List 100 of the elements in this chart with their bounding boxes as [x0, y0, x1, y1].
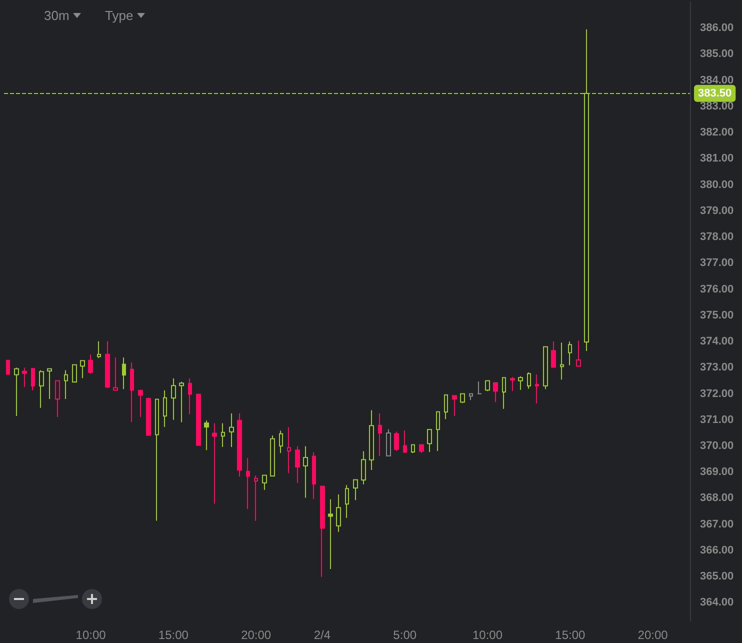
- y-tick-label: 374.00: [700, 336, 734, 348]
- candlestick: [188, 378, 192, 415]
- candlestick: [204, 420, 209, 451]
- y-tick-label: 372.00: [700, 388, 734, 400]
- candlestick: [254, 475, 258, 522]
- candlestick: [113, 356, 118, 391]
- y-tick-label: 366.00: [700, 544, 734, 556]
- candlestick: [64, 370, 68, 400]
- candlestick: [287, 426, 291, 474]
- y-tick-label: 383.00: [700, 100, 734, 112]
- candlestick: [345, 484, 349, 518]
- candlestick: [130, 362, 134, 422]
- candlestick: [229, 412, 234, 448]
- candlestick: [246, 458, 250, 510]
- candlestick: [411, 444, 415, 454]
- x-tick-label: 2/4: [314, 628, 331, 642]
- candlestick: [55, 380, 60, 418]
- candlestick: [510, 376, 515, 392]
- candlestick: [295, 446, 300, 484]
- candlestick: [369, 410, 374, 471]
- y-tick-label: 378.00: [700, 231, 734, 244]
- candlestick: [14, 367, 19, 416]
- candlestick: [163, 390, 167, 428]
- candlestick: [72, 364, 77, 383]
- y-tick-label: 365.00: [700, 570, 734, 583]
- candlestick: [568, 341, 572, 366]
- candlestick: [485, 380, 490, 392]
- y-tick-label: 379.00: [700, 204, 734, 217]
- ref-line-label: 383.50: [698, 87, 732, 100]
- candlestick: [469, 393, 473, 401]
- y-tick-label: 370.00: [700, 440, 734, 452]
- candlestick: [477, 380, 482, 394]
- candlestick: [518, 376, 523, 390]
- candlestick: [403, 430, 407, 454]
- x-tick-label: 10:00: [472, 628, 503, 642]
- y-tick-label: 371.00: [700, 414, 734, 426]
- candlestick: [419, 444, 424, 454]
- candlestick: [270, 435, 275, 477]
- candlestick: [336, 494, 341, 532]
- y-tick-label: 369.00: [700, 466, 734, 478]
- candlestick: [312, 452, 316, 500]
- candlestick: [39, 370, 44, 408]
- candlestick: [6, 360, 10, 375]
- x-tick-label: 20:00: [638, 628, 668, 642]
- candlestick: [105, 340, 110, 389]
- y-tick-label: 386.00: [700, 22, 734, 34]
- candlestick: [551, 341, 556, 368]
- y-tick-label: 385.00: [700, 48, 734, 60]
- y-tick-label: 368.00: [700, 492, 734, 504]
- candlestick: [320, 486, 325, 578]
- candlestick: [196, 394, 201, 447]
- candlestick: [221, 422, 225, 448]
- y-tick-label: 376.00: [700, 283, 734, 296]
- candlestick: [527, 372, 531, 390]
- candlestick: [47, 368, 52, 400]
- y-tick-label: 380.00: [700, 178, 734, 191]
- candlestick: [436, 411, 440, 452]
- candlestick: [179, 381, 184, 423]
- candlestick: [279, 430, 283, 454]
- x-tick-label: 10:00: [76, 628, 106, 642]
- candlestick: [138, 390, 143, 418]
- candlestick: [155, 398, 159, 522]
- candlestick: [31, 368, 35, 391]
- candlestick: [97, 340, 101, 358]
- x-tick-label: 20:00: [241, 628, 272, 642]
- candlestick: [353, 479, 358, 501]
- candlestick: [361, 450, 366, 485]
- candlestick: [146, 397, 151, 436]
- candlestick: [394, 431, 399, 452]
- candlestick: [502, 377, 506, 410]
- candlestick: [237, 412, 242, 478]
- candlestick: [535, 374, 539, 404]
- candlestick: [171, 378, 176, 420]
- candlestick: [80, 360, 85, 379]
- annotation: Type: [105, 8, 134, 23]
- candlestick: [452, 395, 457, 416]
- candlestick: [427, 429, 432, 453]
- candlestick: [560, 342, 564, 380]
- candlestick: [493, 382, 498, 403]
- y-tick-label: 384.00: [700, 74, 734, 86]
- candlestick: [212, 422, 217, 504]
- candlestick: [303, 446, 308, 498]
- candlestick: [444, 394, 448, 420]
- candlestick: [576, 340, 581, 367]
- y-tick-label: 381.00: [700, 152, 734, 165]
- annotation: 30m: [44, 8, 70, 23]
- y-tick-label: 375.00: [700, 309, 734, 322]
- candlestick: [262, 474, 267, 490]
- candlestick: [386, 428, 391, 456]
- y-tick-label: 373.00: [700, 362, 734, 374]
- y-tick-label: 364.00: [700, 596, 734, 609]
- candlestick: [328, 498, 333, 570]
- candlestick: [460, 393, 465, 404]
- y-tick-label: 367.00: [700, 518, 734, 530]
- candlestick: [543, 346, 548, 390]
- y-tick-label: 382.00: [700, 126, 734, 139]
- x-tick-label: 5:00: [393, 628, 417, 642]
- y-tick-label: 377.00: [700, 257, 734, 270]
- candlestick: [122, 356, 126, 390]
- candlestick: [22, 367, 27, 388]
